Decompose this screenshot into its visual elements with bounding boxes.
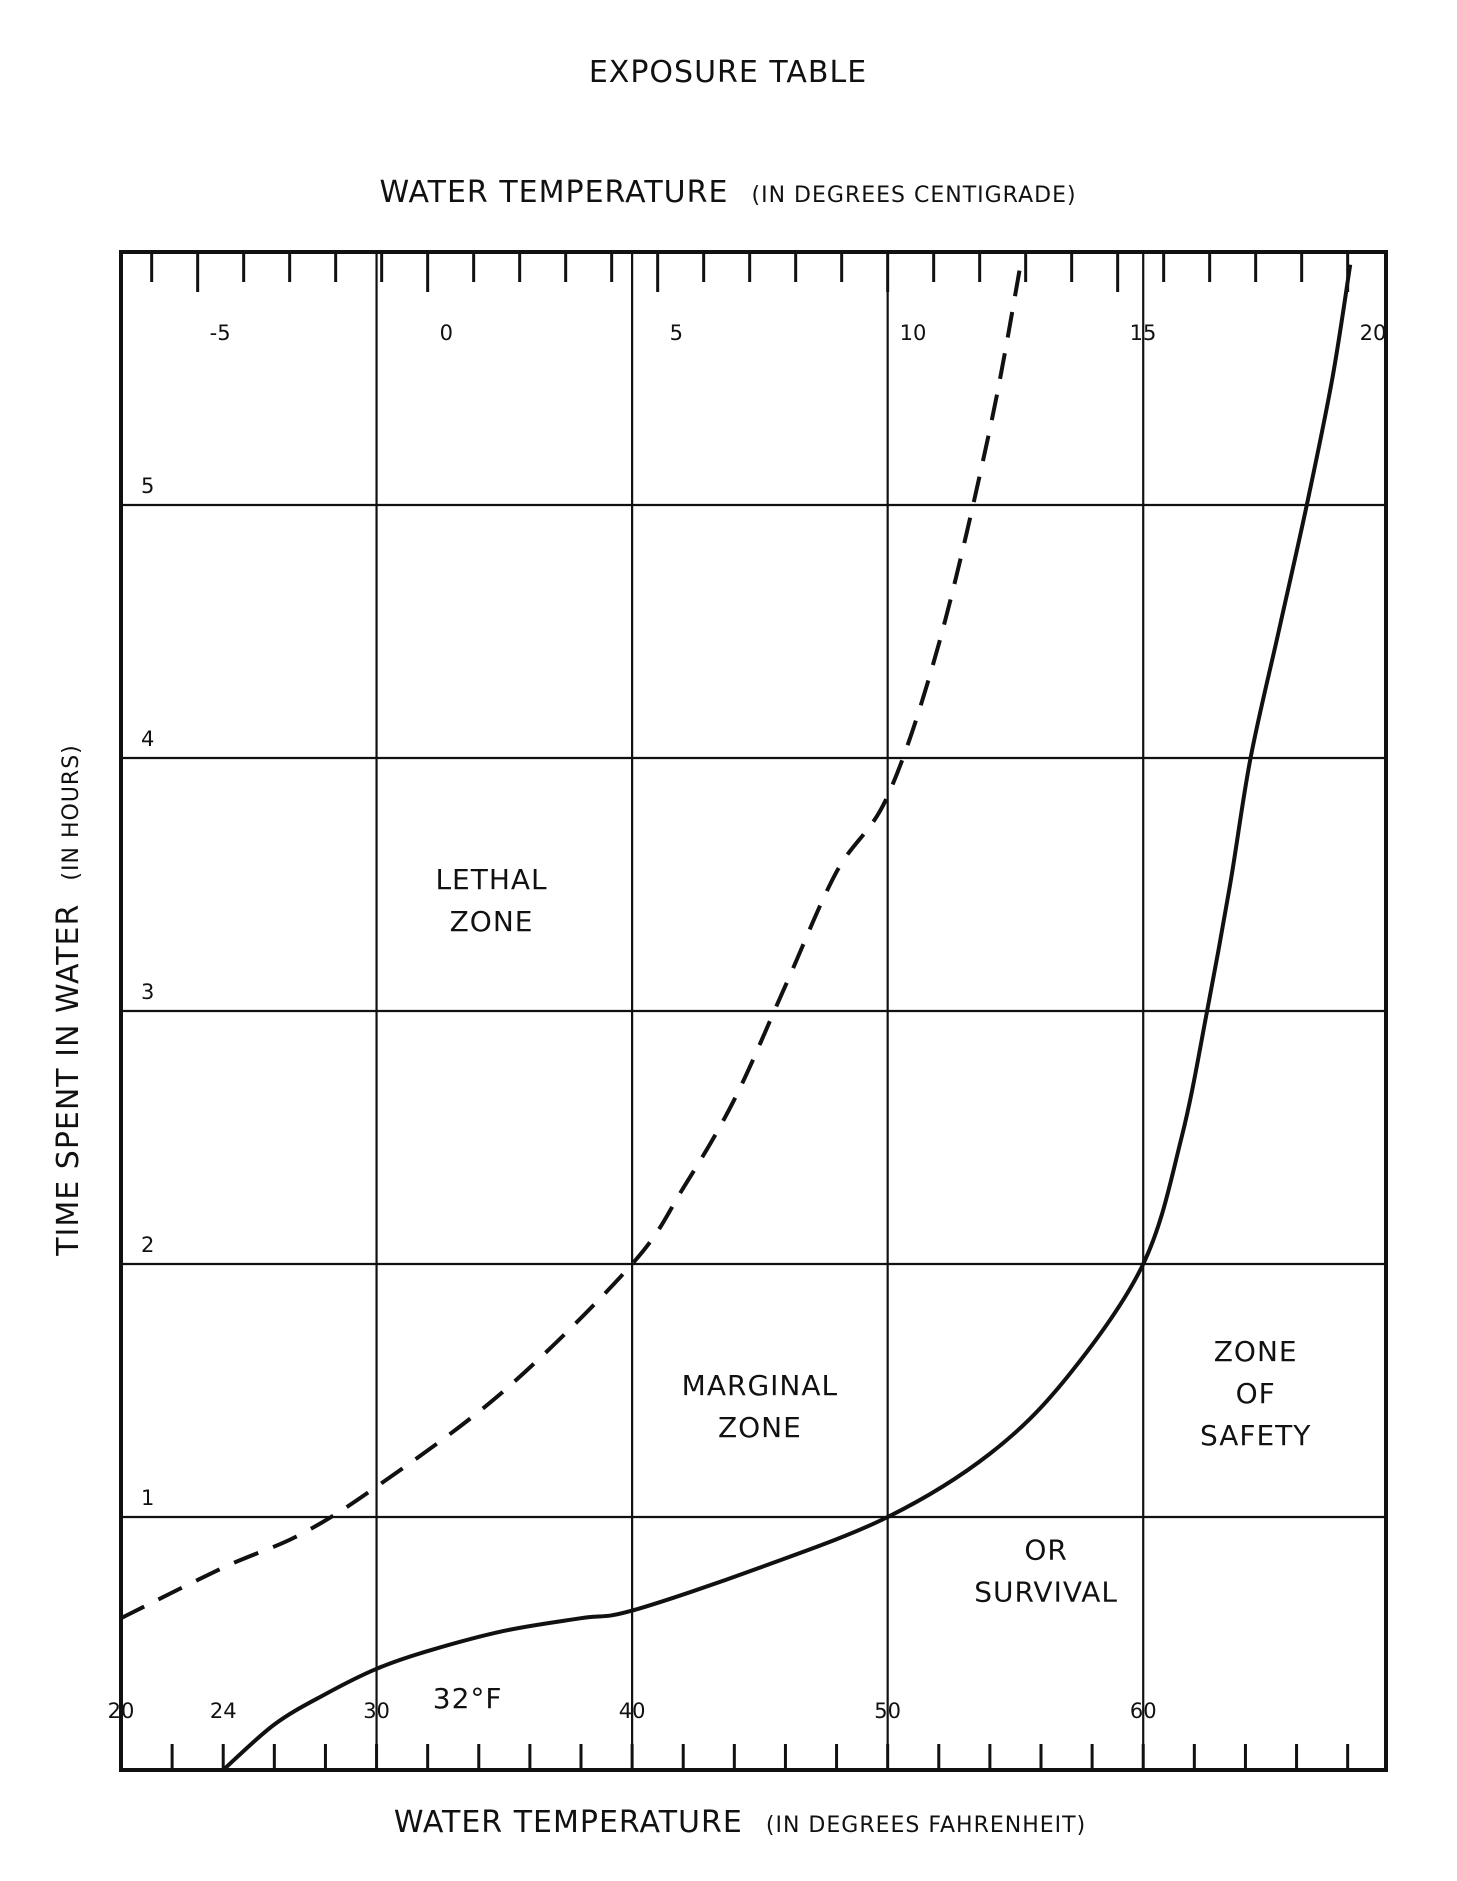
bottom-tick-label: 60 — [1130, 1699, 1157, 1723]
zone-label: SAFETY — [1200, 1419, 1311, 1452]
lethal-boundary-curve — [120, 264, 1023, 1620]
chart-title: EXPOSURE TABLE — [589, 55, 867, 90]
top-axis-title: WATER TEMPERATURE — [379, 175, 728, 210]
safety-boundary-curve — [221, 264, 1353, 1772]
zone-label: MARGINAL — [682, 1369, 838, 1402]
top-tick-label: 15 — [1130, 321, 1157, 345]
freezing-annotation: 32°F — [433, 1682, 503, 1715]
zone-label: OF — [1236, 1377, 1276, 1410]
y-tick-label: 1 — [141, 1486, 154, 1510]
zone-label: LETHAL — [435, 863, 547, 896]
zone-label: ZONE — [450, 905, 534, 938]
zone-label: SURVIVAL — [974, 1575, 1118, 1608]
tick-layer — [150, 252, 1350, 1770]
zone-label: ZONE — [718, 1411, 802, 1444]
y-axis-title-group: TIME SPENT IN WATER (IN HOURS) — [51, 744, 86, 1257]
y-tick-label: 5 — [141, 474, 154, 498]
bottom-axis-title-group: WATER TEMPERATURE (IN DEGREES FAHRENHEIT… — [394, 1805, 1086, 1840]
curve-layer — [120, 264, 1353, 1772]
plot-frame — [119, 250, 1388, 1772]
y-tick-label: 2 — [141, 1233, 154, 1257]
bottom-tick-label: 24 — [210, 1699, 237, 1723]
bottom-axis-title: WATER TEMPERATURE — [394, 1805, 743, 1840]
top-axis-subtitle: (IN DEGREES CENTIGRADE) — [752, 183, 1077, 208]
top-tick-label: 5 — [670, 321, 683, 345]
top-tick-label: 0 — [440, 321, 453, 345]
bottom-tick-label: 50 — [874, 1699, 901, 1723]
y-axis-subtitle: (IN HOURS) — [59, 744, 84, 880]
top-axis-title-group: WATER TEMPERATURE (IN DEGREES CENTIGRADE… — [379, 175, 1076, 210]
bottom-tick-label: 30 — [363, 1699, 390, 1723]
y-axis-title: TIME SPENT IN WATER — [51, 904, 86, 1257]
top-tick-label: 10 — [900, 321, 927, 345]
y-tick-label: 4 — [141, 727, 154, 751]
bottom-axis-subtitle: (IN DEGREES FAHRENHEIT) — [766, 1813, 1086, 1838]
top-tick-label: -5 — [210, 321, 231, 345]
bottom-tick-label: 40 — [619, 1699, 646, 1723]
grid-layer — [121, 252, 1386, 1770]
top-tick-label: 20 — [1360, 321, 1387, 345]
zone-label: OR — [1024, 1533, 1068, 1566]
zone-label: ZONE — [1214, 1335, 1298, 1368]
y-tick-label: 3 — [141, 980, 154, 1004]
